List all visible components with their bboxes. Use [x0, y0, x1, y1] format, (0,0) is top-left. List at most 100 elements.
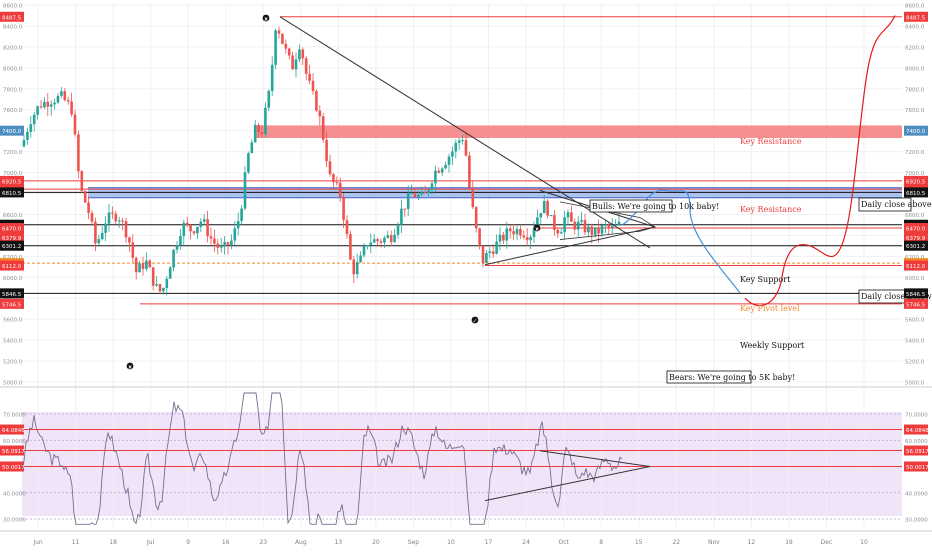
candle-body: [464, 140, 468, 156]
x-marker-glyph: x: [128, 364, 132, 370]
y-tick-label-left: 6600.0: [3, 213, 23, 219]
candle-body: [468, 155, 471, 188]
x-tick-label: 11: [72, 539, 80, 546]
candle-body: [107, 212, 111, 224]
x-tick-label: 24: [522, 539, 530, 546]
candle-body: [131, 242, 135, 258]
key-resistance-zone: [255, 125, 902, 138]
candle-body: [525, 237, 529, 241]
rsi-line: [21, 392, 623, 525]
candle-body: [328, 161, 332, 175]
candle-body: [124, 221, 128, 238]
candle-body: [70, 101, 73, 115]
candle-body: [257, 124, 260, 133]
candle-body: [604, 224, 607, 226]
daily-close-above-text: Daily close above = bu: [861, 200, 932, 209]
candle-body: [532, 228, 536, 237]
time-axis: Jun 11 18 Jul 9 16 23 Aug 13 20 Sep 10 17 24 Oct 8 15 22 N…: [32, 539, 868, 546]
daily-close-below-text: Daily close below = be: [861, 292, 932, 301]
y-tick-label-left: 7800.0: [3, 87, 23, 93]
y-tick-label-right: 5600.0: [905, 318, 925, 324]
price-tag-label: 5846.5: [906, 292, 926, 298]
candle-body: [277, 30, 281, 34]
candle-body: [29, 124, 33, 132]
price-tag: [904, 232, 928, 243]
candle-body: [376, 239, 379, 242]
key-support-label: Key Support: [740, 275, 791, 284]
y-tick-label-left: 5400.0: [3, 339, 23, 345]
candle-body: [213, 238, 216, 244]
x-tick-label: 10: [860, 539, 868, 546]
candles: [22, 26, 621, 296]
candle-body: [128, 237, 131, 243]
candle-body: [563, 217, 566, 233]
candle-body: [260, 132, 264, 135]
candle-body: [338, 182, 342, 197]
candle-body: [529, 236, 532, 241]
candle-body: [406, 193, 410, 209]
candle-body: [345, 220, 349, 235]
price-tag-label: 5746.5: [906, 302, 926, 308]
candle-body: [165, 278, 169, 289]
x-tick-label: Jun: [32, 539, 43, 546]
bull-projection-path: [744, 15, 896, 307]
price-tag: [0, 223, 24, 234]
candle-body: [495, 241, 498, 254]
rsi-level-tag-label: 56.0917: [906, 449, 929, 455]
x-tick-label: 16: [222, 539, 230, 546]
candle-body: [454, 142, 458, 152]
candle-body: [111, 212, 114, 214]
y-tick-label-right: 8400.0: [905, 24, 925, 30]
candle-body: [97, 239, 101, 244]
bulls-callout-text: Bulls: We're going to 10k baby!: [592, 202, 719, 211]
candle-body: [151, 267, 155, 286]
candle-body: [352, 259, 356, 275]
price-tag: [0, 187, 24, 198]
candle-body: [549, 215, 553, 217]
candle-body: [63, 91, 67, 101]
candle-body: [512, 231, 515, 235]
candle-body: [522, 235, 526, 238]
candle-body: [417, 194, 420, 198]
x-tick-label: Aug: [295, 539, 307, 546]
price-tag-label: 5746.5: [2, 302, 22, 308]
candle-body: [325, 139, 328, 162]
y-tick-label-right: 5400.0: [905, 339, 925, 345]
candle-body: [488, 251, 492, 253]
candle-body: [383, 237, 386, 243]
candle-body: [168, 267, 172, 279]
price-tag: [904, 175, 928, 186]
candle-body: [617, 221, 621, 225]
bulls-callout-box: [589, 199, 673, 213]
candle-body: [593, 227, 597, 235]
rsi-tick-label-left: 70.0000: [3, 413, 26, 419]
candle-body: [90, 213, 94, 222]
candle-body: [519, 229, 522, 236]
y-tick-label-left: 5000.0: [3, 381, 23, 387]
x-tick-label: 13: [335, 539, 343, 546]
y-tick-label-right: 7800.0: [905, 87, 925, 93]
candle-body: [209, 236, 213, 239]
candle-body: [39, 106, 43, 108]
candle-body: [369, 242, 373, 246]
candle-body: [56, 95, 60, 103]
candle-body: [267, 90, 271, 108]
candle-body: [362, 246, 366, 256]
y-tick-label-left: 5200.0: [3, 360, 23, 366]
candle-body: [141, 263, 145, 270]
y-tick-label-left: 8400.0: [3, 24, 23, 30]
rsi-tick-label-left: 30.0000: [3, 518, 26, 524]
candle-body: [359, 255, 362, 263]
y-tick-label-left: 8000.0: [3, 66, 23, 72]
price-tag-label: 6470.0: [2, 227, 22, 233]
candle-body: [155, 284, 158, 286]
candle-body: [485, 252, 488, 263]
rsi-level-tag: [904, 424, 928, 435]
candle-body: [437, 170, 441, 173]
descending-trendline: [279, 16, 651, 249]
price-tag-label: 6810.5: [2, 191, 22, 197]
x-tick-label: 8: [599, 539, 603, 546]
candle-body: [148, 260, 152, 268]
candle-body: [553, 215, 556, 230]
candle-body: [440, 168, 444, 173]
